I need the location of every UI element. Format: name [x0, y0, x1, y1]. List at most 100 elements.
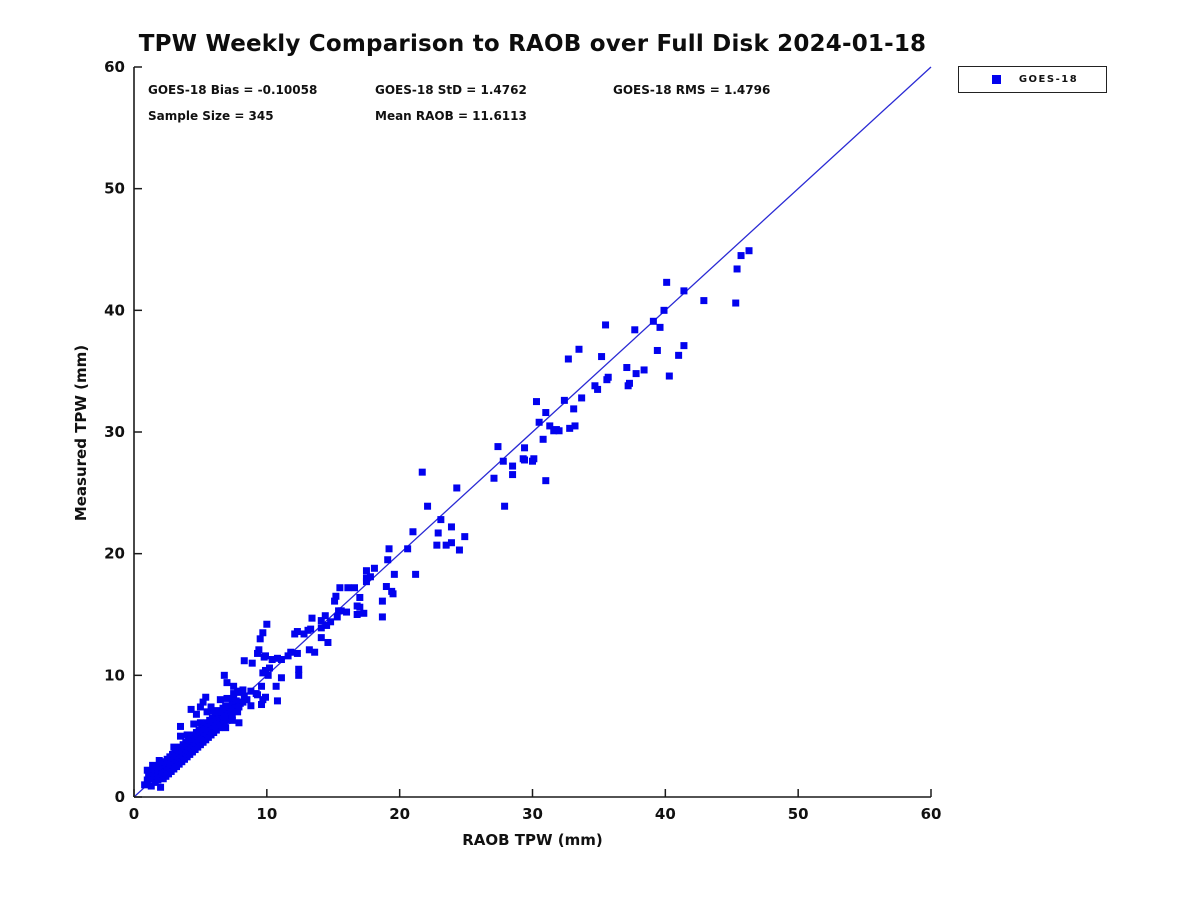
data-point — [317, 617, 325, 625]
data-point — [220, 671, 228, 679]
axis-ticks: 0 10 20 30 40 50 60 0 10 20 30 40 50 60 — [104, 58, 941, 823]
data-point — [623, 364, 631, 372]
y-axis-label: Measured TPW (mm) — [72, 344, 90, 522]
stat-sample-size: Sample Size = 345 — [148, 109, 274, 123]
data-point — [196, 703, 204, 711]
data-point — [542, 477, 550, 485]
data-point — [210, 707, 218, 715]
y-tick-label: 40 — [104, 301, 125, 319]
data-point — [632, 370, 640, 378]
data-point — [353, 611, 361, 618]
data-point — [235, 703, 243, 711]
data-point — [248, 659, 256, 667]
data-point — [519, 455, 527, 463]
data-point — [324, 638, 332, 646]
data-point — [370, 564, 378, 572]
data-point — [159, 765, 167, 773]
data-point — [378, 613, 386, 621]
data-point — [284, 652, 292, 660]
x-tick-label: 10 — [256, 805, 277, 823]
data-point — [571, 422, 579, 430]
stat-rms: GOES-18 RMS = 1.4796 — [613, 83, 771, 97]
data-point — [258, 682, 266, 690]
x-tick-label: 50 — [788, 805, 809, 823]
data-point — [228, 701, 236, 709]
data-point — [351, 584, 359, 592]
data-point — [653, 346, 661, 354]
data-point — [277, 656, 285, 664]
data-point — [424, 502, 432, 510]
data-point — [509, 471, 517, 479]
data-point — [332, 592, 340, 600]
data-point — [665, 372, 673, 380]
reference-line — [133, 66, 932, 798]
data-point — [232, 697, 240, 705]
data-point — [362, 578, 370, 586]
data-point — [153, 772, 161, 780]
data-point — [546, 422, 554, 430]
data-point — [305, 646, 313, 654]
data-point — [675, 351, 683, 359]
data-point — [442, 541, 450, 549]
data-point — [272, 682, 280, 690]
data-point — [265, 664, 273, 672]
data-point — [321, 612, 329, 620]
y-tick-label: 30 — [104, 423, 125, 441]
data-point — [366, 573, 374, 581]
data-point — [239, 698, 247, 706]
data-point — [434, 529, 442, 537]
data-point — [737, 252, 745, 260]
data-point — [453, 484, 461, 492]
x-tick-label: 40 — [655, 805, 676, 823]
data-point — [196, 719, 204, 727]
data-point — [220, 713, 228, 721]
data-point — [187, 705, 195, 713]
data-point — [509, 462, 517, 470]
data-point — [243, 696, 251, 704]
data-point — [447, 539, 455, 547]
data-point — [317, 634, 325, 642]
data-point — [680, 287, 688, 295]
data-point — [649, 317, 657, 325]
data-point — [412, 570, 420, 578]
data-point — [149, 761, 157, 769]
data-point — [640, 366, 648, 374]
data-point — [575, 345, 583, 353]
data-point — [293, 628, 301, 636]
data-point — [433, 541, 441, 549]
data-point — [532, 398, 540, 406]
data-point — [230, 690, 238, 698]
data-point — [594, 385, 602, 393]
x-tick-label: 60 — [921, 805, 942, 823]
data-point — [256, 635, 264, 643]
data-point — [259, 629, 267, 637]
data-point — [602, 321, 610, 329]
data-point — [360, 609, 368, 617]
x-tick-label: 20 — [389, 805, 410, 823]
data-point — [409, 528, 417, 536]
data-point — [258, 701, 266, 709]
stat-bias: GOES-18 Bias = -0.10058 — [148, 83, 318, 97]
data-point — [147, 769, 155, 777]
data-point — [223, 694, 231, 702]
data-point — [631, 326, 639, 334]
data-point — [199, 698, 207, 706]
stat-std: GOES-18 StD = 1.4762 — [375, 83, 527, 97]
data-point — [143, 766, 151, 774]
data-point — [564, 355, 572, 363]
data-point — [231, 704, 239, 712]
data-point — [311, 648, 319, 656]
data-point — [277, 674, 285, 682]
x-tick-label: 0 — [129, 805, 139, 823]
legend-box: GOES-18 — [958, 66, 1107, 93]
legend-marker-square-icon — [992, 75, 1001, 84]
stat-mean-raob: Mean RAOB = 11.6113 — [375, 109, 527, 123]
data-point — [625, 379, 633, 387]
data-point — [362, 574, 370, 582]
data-point — [214, 708, 222, 716]
data-point — [418, 468, 426, 476]
data-point — [389, 590, 397, 598]
data-point — [331, 597, 339, 605]
data-point — [660, 306, 668, 314]
